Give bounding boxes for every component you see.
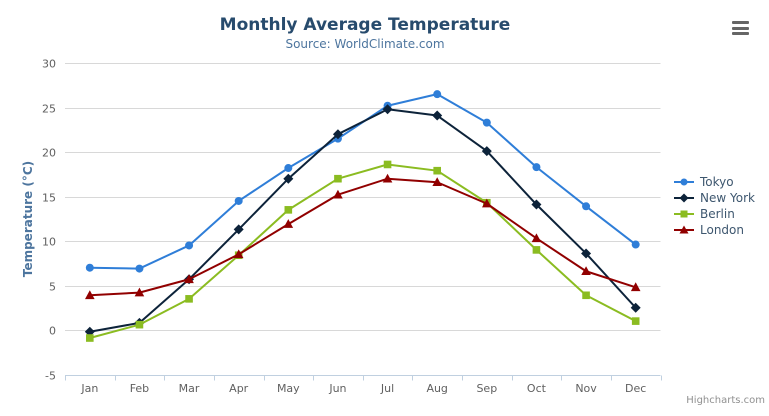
x-tick-label: Oct [527, 382, 547, 395]
point-new-york-jul[interactable] [382, 104, 393, 115]
legend-marker-square-icon [674, 210, 694, 218]
series-london [85, 173, 641, 300]
y-tick-label: 10 [42, 236, 56, 249]
point-berlin-nov[interactable] [582, 291, 590, 300]
point-tokyo-mar[interactable] [185, 241, 194, 250]
legend-item-new-york[interactable]: New York [673, 190, 755, 206]
legend-marker-circle-icon [674, 178, 694, 186]
point-tokyo-feb[interactable] [135, 264, 144, 273]
series-new-york [84, 104, 641, 337]
legend-item-london[interactable]: London [673, 222, 755, 238]
series-line-london [88, 177, 637, 297]
x-tick-label: Apr [229, 382, 249, 395]
point-berlin-dec[interactable] [631, 317, 640, 325]
export-menu-button[interactable] [732, 21, 749, 35]
y-tick-label: 20 [42, 147, 56, 160]
point-tokyo-nov[interactable] [582, 202, 591, 211]
x-tick-label: Sep [476, 382, 497, 395]
y-axis-labels: -5 0 5 10 15 20 25 30 [42, 58, 56, 383]
point-tokyo-may[interactable] [284, 164, 293, 173]
point-new-york-jun[interactable] [332, 129, 343, 140]
x-tick-label: Jul [380, 382, 394, 395]
x-tick-label: Jan [80, 382, 98, 395]
point-tokyo-dec[interactable] [631, 240, 640, 249]
hamburger-icon [732, 32, 749, 35]
legend-item-berlin[interactable]: Berlin [673, 206, 755, 222]
legend-marker-triangle-icon [674, 225, 694, 234]
series-tokyo [85, 90, 640, 273]
x-tick-label: Dec [625, 382, 646, 395]
x-axis-labels: Jan Feb Mar Apr May Jun Jul Aug Sep Oct Nov Dec [80, 382, 646, 395]
y-tick-label: 0 [49, 325, 56, 338]
series-line-tokyo [88, 93, 637, 270]
point-berlin-may[interactable] [284, 206, 293, 214]
point-new-york-oct[interactable] [531, 199, 542, 210]
point-london-jun[interactable] [333, 189, 343, 199]
gridlines [65, 63, 661, 376]
y-tick-label: 25 [42, 103, 56, 116]
point-london-feb[interactable] [134, 287, 145, 297]
point-tokyo-aug[interactable] [433, 90, 442, 99]
point-london-jan[interactable] [85, 290, 95, 300]
x-tick-label: Mar [179, 382, 200, 395]
y-tick-label: 15 [42, 192, 56, 205]
legend-label: Tokyo [700, 175, 734, 189]
point-london-sep[interactable] [482, 198, 492, 208]
hamburger-icon [732, 21, 749, 24]
point-berlin-mar[interactable] [185, 295, 193, 303]
x-axis [65, 375, 662, 381]
point-tokyo-apr[interactable] [234, 196, 243, 205]
point-new-york-aug[interactable] [432, 110, 443, 121]
point-new-york-dec[interactable] [630, 302, 641, 313]
point-london-nov[interactable] [581, 266, 591, 276]
legend-item-tokyo[interactable]: Tokyo [673, 174, 755, 190]
point-new-york-may[interactable] [283, 173, 294, 184]
point-tokyo-jan[interactable] [85, 263, 94, 272]
point-berlin-jan[interactable] [86, 334, 94, 342]
series-line-berlin [88, 163, 637, 340]
chart-subtitle: Source: WorldClimate.com [285, 37, 445, 51]
chart-title: Monthly Average Temperature [219, 15, 511, 35]
x-tick-label: Aug [426, 382, 447, 395]
point-tokyo-sep[interactable] [482, 118, 491, 127]
point-london-mar[interactable] [184, 274, 194, 284]
point-new-york-sep[interactable] [481, 146, 492, 157]
hamburger-icon [732, 26, 749, 30]
point-new-york-apr[interactable] [233, 224, 244, 235]
point-berlin-jun[interactable] [334, 174, 342, 183]
point-tokyo-oct[interactable] [532, 163, 541, 172]
point-berlin-jul[interactable] [383, 160, 392, 169]
point-berlin-feb[interactable] [135, 320, 144, 329]
y-axis-title: Temperature (°C) [21, 160, 35, 278]
point-london-jul[interactable] [382, 173, 393, 183]
legend-marker-diamond-icon [674, 193, 694, 203]
legend-label: London [700, 223, 744, 237]
point-london-may[interactable] [283, 219, 294, 228]
point-london-apr[interactable] [233, 249, 244, 259]
credits-link[interactable]: Highcharts.com [686, 395, 765, 406]
point-berlin-aug[interactable] [433, 166, 441, 175]
x-tick-label: Feb [130, 382, 149, 395]
y-tick-label: 5 [49, 281, 56, 294]
point-new-york-nov[interactable] [581, 248, 592, 259]
point-london-dec[interactable] [630, 282, 641, 292]
legend-label: New York [700, 191, 755, 205]
legend: Tokyo New York Berlin London [673, 174, 755, 238]
x-tick-label: Nov [575, 382, 597, 395]
x-tick-label: Jun [328, 382, 346, 395]
legend-label: Berlin [700, 207, 735, 221]
point-london-oct[interactable] [531, 233, 542, 243]
y-tick-label: -5 [45, 370, 56, 383]
point-london-aug[interactable] [432, 177, 442, 187]
y-tick-label: 30 [42, 58, 56, 71]
x-tick-label: May [277, 382, 300, 395]
point-berlin-oct[interactable] [532, 246, 541, 254]
series-line-new-york [88, 108, 637, 333]
